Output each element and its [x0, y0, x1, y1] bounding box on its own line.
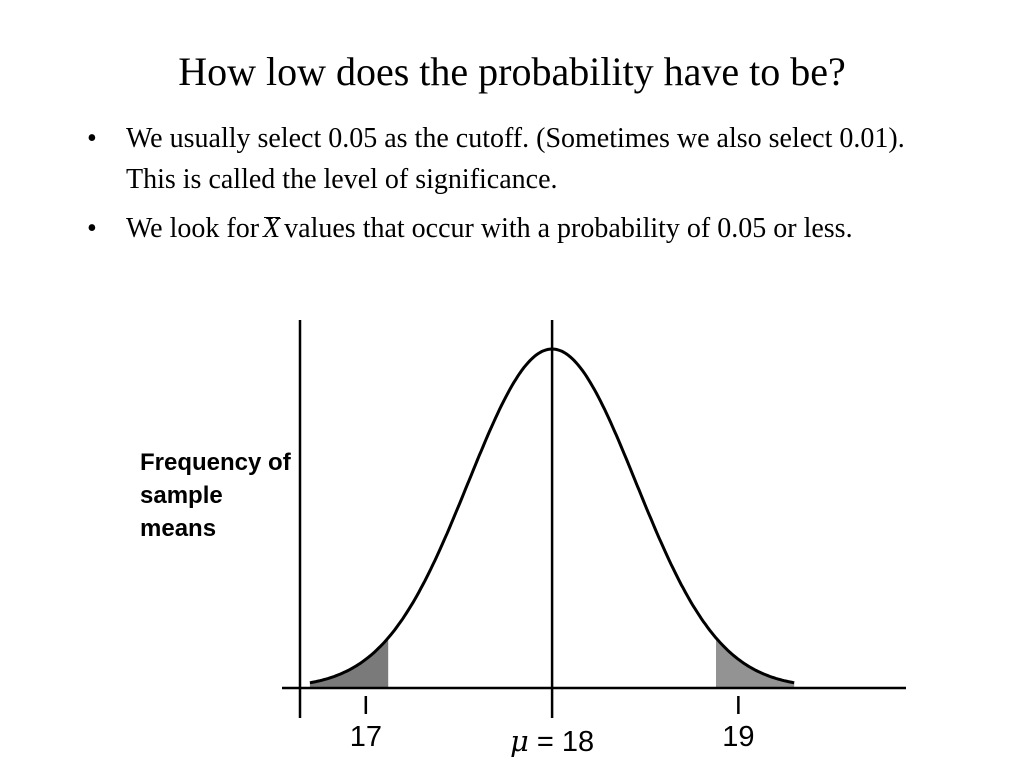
x-bar-symbol: X	[263, 208, 281, 249]
left-tail-region	[309, 637, 389, 688]
mu-symbol: μ	[510, 724, 529, 758]
bullet-text: We usually select 0.05 as the cutoff. (S…	[126, 123, 905, 195]
bullet-marker: •	[87, 123, 97, 154]
y-axis-label: Frequency of sample means	[140, 449, 291, 542]
bullet-marker: •	[87, 213, 97, 244]
bullet-text-after: values that occur with a probability of …	[284, 213, 853, 244]
x-tick-label: 19	[722, 721, 754, 753]
slide-title: How low does the probability have to be?	[178, 49, 846, 94]
bullet-item: • We usually select 0.05 as the cutoff. …	[84, 118, 924, 200]
mean-value-text: = 18	[529, 726, 594, 758]
right-tail-region	[716, 637, 795, 688]
bullet-text-before: We look for	[126, 213, 260, 244]
bullet-list: • We usually select 0.05 as the cutoff. …	[84, 118, 924, 257]
x-tick-label: 17	[350, 721, 382, 753]
mean-label: μ = 18	[510, 724, 594, 758]
